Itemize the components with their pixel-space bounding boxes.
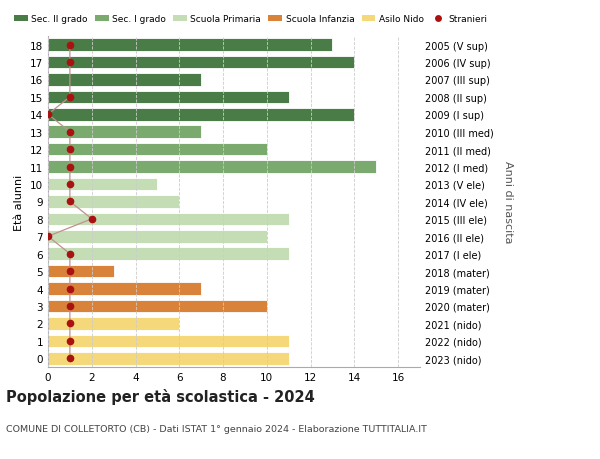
Bar bbox=[48, 74, 201, 86]
Bar bbox=[48, 318, 179, 330]
Bar bbox=[48, 161, 376, 174]
Text: Popolazione per età scolastica - 2024: Popolazione per età scolastica - 2024 bbox=[6, 388, 315, 404]
Legend: Sec. II grado, Sec. I grado, Scuola Primaria, Scuola Infanzia, Asilo Nido, Stran: Sec. II grado, Sec. I grado, Scuola Prim… bbox=[11, 11, 491, 28]
Bar bbox=[48, 144, 267, 156]
Bar bbox=[48, 248, 289, 260]
Bar bbox=[48, 300, 267, 313]
Bar bbox=[48, 230, 267, 243]
Bar bbox=[48, 335, 289, 347]
Bar bbox=[48, 56, 355, 69]
Bar bbox=[48, 39, 332, 52]
Text: COMUNE DI COLLETORTO (CB) - Dati ISTAT 1° gennaio 2024 - Elaborazione TUTTITALIA: COMUNE DI COLLETORTO (CB) - Dati ISTAT 1… bbox=[6, 425, 427, 434]
Bar bbox=[48, 265, 113, 278]
Bar bbox=[48, 352, 289, 365]
Bar bbox=[48, 196, 179, 208]
Bar bbox=[48, 91, 289, 104]
Bar bbox=[48, 283, 201, 295]
Bar bbox=[48, 109, 355, 121]
Bar bbox=[48, 178, 157, 191]
Y-axis label: Anni di nascita: Anni di nascita bbox=[503, 161, 513, 243]
Bar bbox=[48, 126, 201, 139]
Bar bbox=[48, 213, 289, 226]
Y-axis label: Età alunni: Età alunni bbox=[14, 174, 25, 230]
